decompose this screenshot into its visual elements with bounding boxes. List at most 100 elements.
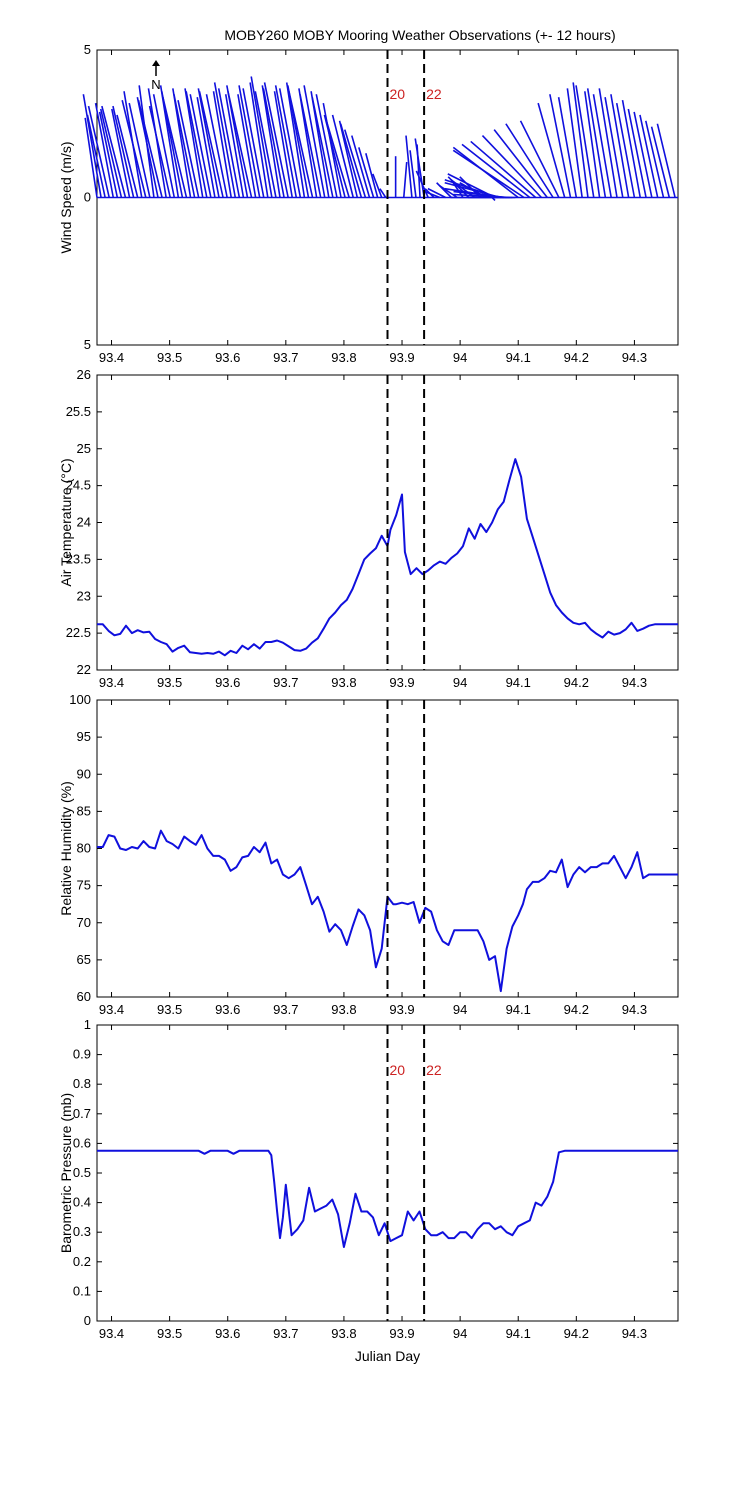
air-temp-y-tick-label: 23.5 xyxy=(66,551,91,566)
wind-stick xyxy=(254,91,277,198)
air-temp-y-tick-label: 25 xyxy=(77,441,91,456)
wind-x-tick-label: 93.7 xyxy=(273,350,298,365)
humidity-y-axis-label: Relative Humidity (%) xyxy=(58,781,74,916)
wind-x-tick-label: 93.9 xyxy=(389,350,414,365)
wind-stick xyxy=(633,111,653,198)
air-temp-x-tick-label: 94.1 xyxy=(506,675,531,690)
humidity-y-tick-label: 65 xyxy=(77,952,91,967)
air-temp-y-tick-label: 23 xyxy=(77,588,91,603)
humidity-x-tick-label: 93.6 xyxy=(215,1002,240,1017)
wind-stick xyxy=(621,100,642,198)
pressure-y-tick-label: 0.7 xyxy=(73,1106,91,1121)
wind-stick xyxy=(250,76,273,198)
air-temp-x-tick-label: 93.9 xyxy=(389,675,414,690)
wind-stick xyxy=(557,97,578,198)
air-temp-x-tick-label: 93.8 xyxy=(331,675,356,690)
wind-stick xyxy=(372,173,383,198)
pressure-y-tick-label: 0.5 xyxy=(73,1165,91,1180)
wind-x-tick-label: 93.8 xyxy=(331,350,356,365)
pressure-y-tick-label: 0.9 xyxy=(73,1047,91,1062)
wind-stick xyxy=(566,88,583,198)
humidity-x-tick-label: 94.1 xyxy=(506,1002,531,1017)
wind-stick xyxy=(137,99,163,198)
wind-stick xyxy=(285,82,306,198)
pressure-marker-label: 20 xyxy=(390,1062,406,1078)
north-arrow-icon xyxy=(152,60,160,76)
wind-stick xyxy=(205,94,228,198)
wind-stick xyxy=(189,94,212,198)
wind-stick xyxy=(537,102,566,198)
wind-stick xyxy=(152,94,176,198)
wind-stick xyxy=(98,111,119,198)
wind-stick xyxy=(338,120,359,198)
wind-stick xyxy=(303,85,326,198)
humidity-x-tick-label: 93.5 xyxy=(157,1002,182,1017)
pressure-x-tick-label: 93.6 xyxy=(215,1326,240,1341)
pressure-y-tick-label: 0.6 xyxy=(73,1135,91,1150)
wind-stick xyxy=(249,82,269,198)
wind-stick xyxy=(481,134,543,199)
air-temp-y-tick-label: 22 xyxy=(77,662,91,677)
barometric-pressure-panel: 93.4 93.5 93.6 93.7 93.8 93.9 94 94.1 94.2 94.3 0 0… xyxy=(58,1017,679,1364)
air-temp-x-tick-label: 94.2 xyxy=(564,675,589,690)
wind-stick xyxy=(185,91,208,198)
wind-marker-label: 20 xyxy=(390,86,406,102)
wind-stick xyxy=(331,114,354,198)
wind-stick xyxy=(358,147,375,198)
air-temp-y-axis-label: Air Temperature (°C) xyxy=(58,458,74,586)
relative-humidity-panel: 93.4 93.5 93.6 93.7 93.8 93.9 94 94.1 94.2 94.3 60… xyxy=(58,692,679,1017)
wind-stick xyxy=(162,97,188,198)
air-temperature-panel: 93.4 93.5 93.6 93.7 93.8 93.9 94 94.1 94.2 94.3 22… xyxy=(58,367,679,690)
wind-stick xyxy=(365,153,379,198)
wind-stick xyxy=(217,88,241,198)
humidity-x-tick-label: 94.3 xyxy=(622,1002,647,1017)
wind-stick xyxy=(84,117,98,198)
wind-stick xyxy=(116,114,139,198)
pressure-x-tick-label: 93.9 xyxy=(389,1326,414,1341)
wind-stick xyxy=(238,85,261,198)
wind-stick xyxy=(274,85,298,198)
pressure-x-tick-label: 94 xyxy=(453,1326,467,1341)
wind-stick xyxy=(639,114,659,198)
wind-stick xyxy=(128,102,151,198)
wind-stick xyxy=(288,91,314,198)
humidity-x-tick-label: 94.2 xyxy=(564,1002,589,1017)
pressure-x-tick-label: 94.1 xyxy=(506,1326,531,1341)
wind-stick xyxy=(94,102,115,198)
wind-stick xyxy=(627,108,647,198)
wind-x-tick-label: 94.2 xyxy=(564,350,589,365)
wind-marker-label: 22 xyxy=(426,86,442,102)
pressure-x-tick-label: 94.2 xyxy=(564,1326,589,1341)
pressure-marker-label: 22 xyxy=(426,1062,442,1078)
humidity-y-tick-label: 95 xyxy=(77,729,91,744)
humidity-y-tick-label: 70 xyxy=(77,915,91,930)
wind-stick xyxy=(598,88,618,198)
humidity-y-tick-label: 60 xyxy=(77,989,91,1004)
humidity-x-tick-label: 93.4 xyxy=(99,1002,124,1017)
figure-title: MOBY260 MOBY Mooring Weather Observation… xyxy=(224,27,615,43)
wind-stick xyxy=(278,88,302,198)
pressure-y-tick-label: 0.3 xyxy=(73,1224,91,1239)
wind-x-tick-label: 94 xyxy=(453,350,467,365)
wind-y-axis-label: Wind Speed (m/s) xyxy=(58,141,74,253)
wind-stick xyxy=(148,105,171,198)
pressure-x-tick-label: 94.3 xyxy=(622,1326,647,1341)
air-temp-y-tick-label: 24 xyxy=(77,515,91,530)
wind-stick xyxy=(409,150,417,198)
pressure-x-tick-label: 93.4 xyxy=(99,1326,124,1341)
wind-x-tick-label: 94.3 xyxy=(622,350,647,365)
air-temp-x-tick-label: 93.4 xyxy=(99,675,124,690)
wind-stick xyxy=(604,97,624,198)
wind-stick xyxy=(344,129,367,198)
pressure-x-axis-label: Julian Day xyxy=(355,1348,420,1364)
wind-stick xyxy=(237,94,257,198)
pressure-y-tick-label: 0 xyxy=(84,1313,91,1328)
air-temp-x-tick-label: 94 xyxy=(453,675,467,690)
wind-stick xyxy=(111,108,131,198)
pressure-x-tick-label: 93.5 xyxy=(157,1326,182,1341)
wind-stick xyxy=(493,129,548,198)
wind-stick xyxy=(402,162,408,198)
wind-stick xyxy=(212,91,233,198)
wind-stick xyxy=(263,82,289,198)
wind-stick xyxy=(112,105,135,198)
